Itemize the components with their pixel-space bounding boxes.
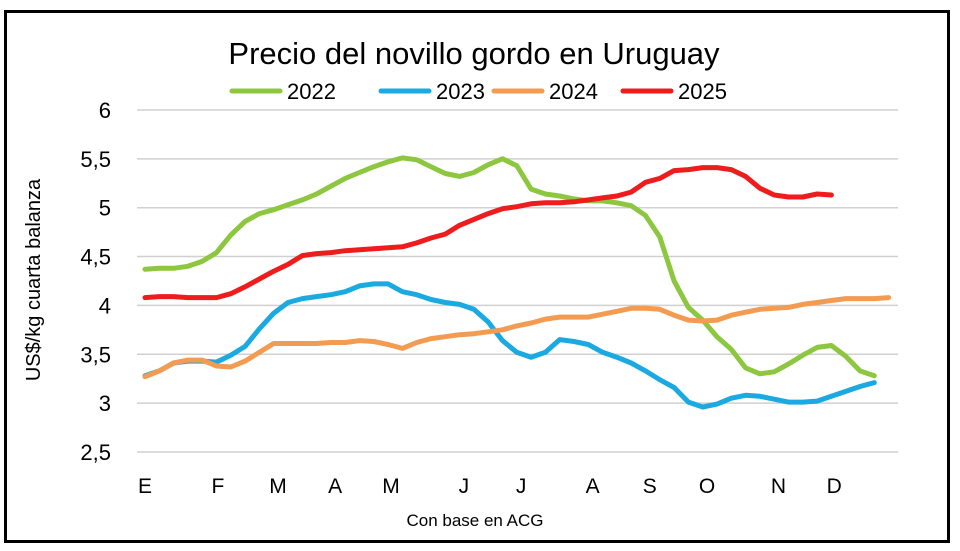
x-axis-label: Con base en ACG [406,511,543,530]
y-axis-label: US$/kg cuarta balanza [23,178,45,381]
legend-label: 2024 [549,79,598,104]
y-tick-label: 5,5 [80,147,111,172]
series-line-2023 [142,281,877,410]
x-tick-label: N [771,475,786,498]
legend-label: 2022 [287,79,336,104]
x-tick-label: A [586,475,600,498]
x-tick-label: J [459,475,470,498]
x-tick-label: O [699,475,715,498]
legend-item-2024: 2024 [491,79,598,104]
x-tick-label: F [212,475,225,498]
legend-item-2025: 2025 [620,79,727,104]
y-tick-label: 3 [99,391,111,416]
y-tick-label: 5 [99,196,111,221]
chart-frame [4,10,950,543]
y-tick-label: 4,5 [80,245,111,270]
x-tick-label: M [269,475,287,498]
x-tick-label: A [328,475,342,498]
y-tick-label: 4 [99,293,111,318]
x-tick-label: J [516,475,527,498]
x-tick-label: M [382,475,400,498]
x-tick-label: E [138,475,152,498]
legend-item-2023: 2023 [378,79,485,104]
series-line-2022 [142,155,877,379]
legend-label: 2023 [436,79,485,104]
legend-label: 2025 [678,79,727,104]
legend-item-2022: 2022 [229,79,336,104]
x-tick-label: D [827,475,842,498]
y-tick-label: 6 [99,98,111,123]
series-lines [142,155,892,410]
legend: 2022 2023 2024 2025 [229,79,727,104]
series-line-2024 [142,295,892,380]
chart-title: Precio del novillo gordo en Uruguay [228,36,720,71]
y-tick-label: 2,5 [80,440,111,465]
x-tick-label: S [643,475,657,498]
y-tick-label: 3,5 [80,342,111,367]
series-line-2025 [142,165,834,301]
y-axis-ticks: 2,5 3 3,5 4 4,5 5 5,5 6 [80,98,111,465]
